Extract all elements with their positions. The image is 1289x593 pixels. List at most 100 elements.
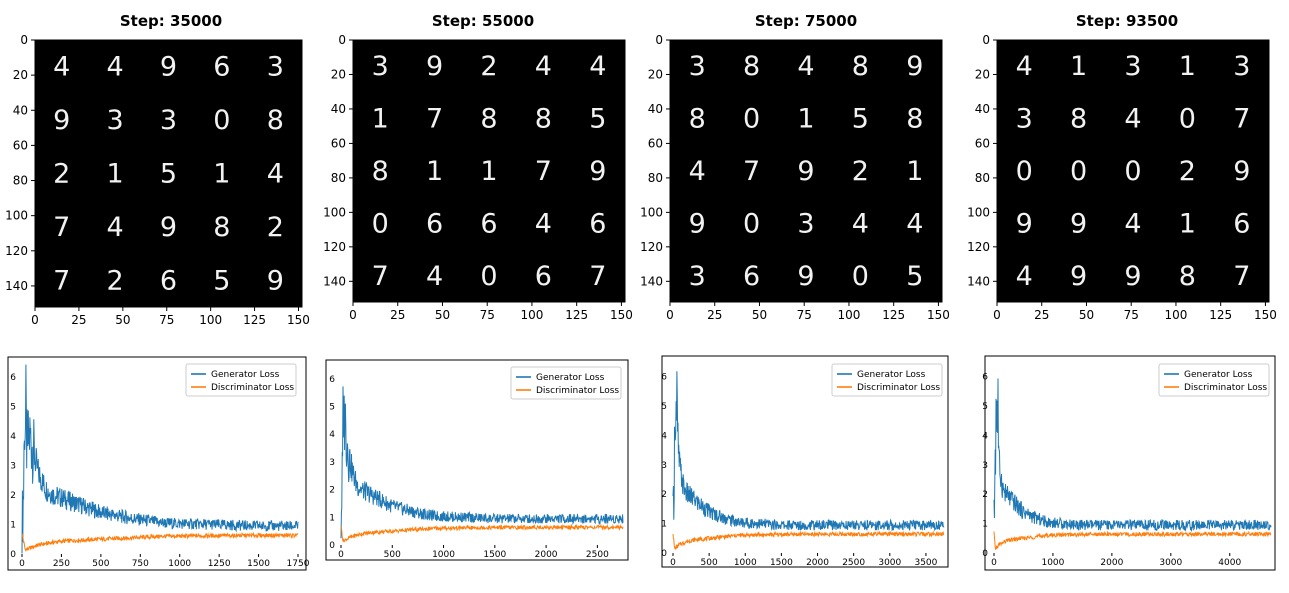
- y-tick-label: 120: [967, 240, 990, 254]
- x-tick-label: 500: [92, 559, 109, 569]
- y-tick-label: 80: [331, 171, 346, 185]
- legend-label: Generator Loss: [857, 370, 926, 380]
- x-tick-label: 75: [480, 308, 495, 322]
- generated-digit: 4: [1016, 261, 1033, 292]
- generated-digit: 5: [589, 104, 606, 135]
- generated-digit: 8: [480, 104, 497, 135]
- generated-digit: 4: [107, 212, 124, 243]
- y-tick-label: 0: [20, 33, 28, 47]
- loss-chart: 0 500 1000 1500 2000 2500 0 1 2 3 4 5 6 Generator Los…: [325, 359, 629, 561]
- generated-digit: 6: [1233, 208, 1250, 239]
- generated-digit: 7: [426, 104, 443, 135]
- legend-label: Discriminator Loss: [857, 383, 940, 393]
- generated-digit: 5: [160, 159, 177, 190]
- series-line: [21, 531, 299, 552]
- y-tick-label: 140: [323, 274, 346, 288]
- generated-digit: 4: [535, 208, 552, 239]
- y-tick-label: 3: [329, 458, 335, 468]
- y-tick-label: 60: [975, 136, 990, 150]
- x-tick-label: 125: [1209, 308, 1232, 322]
- generated-digit: 7: [1233, 104, 1250, 135]
- x-tick-label: 125: [882, 308, 905, 322]
- y-tick-label: 1: [329, 513, 335, 523]
- x-tick-label: 0: [31, 313, 39, 327]
- y-tick-label: 100: [967, 205, 990, 219]
- generated-digit: 9: [53, 105, 70, 136]
- sample-image: [997, 40, 1269, 302]
- generated-digit: 4: [426, 261, 443, 292]
- legend-label: Generator Loss: [211, 370, 280, 380]
- generated-digit: 8: [852, 51, 869, 82]
- generated-digit: 6: [743, 261, 760, 292]
- generated-digit: 0: [1016, 156, 1033, 187]
- x-tick-label: 1000: [1041, 558, 1064, 568]
- y-tick-label: 40: [648, 102, 663, 116]
- generated-digit: 8: [372, 156, 389, 187]
- x-tick-label: 500: [384, 550, 401, 560]
- generated-digit: 4: [107, 52, 124, 83]
- x-tick-label: 3500: [914, 558, 937, 568]
- x-tick-label: 25: [390, 308, 405, 322]
- y-tick-label: 0: [655, 33, 663, 47]
- series-line: [672, 530, 945, 550]
- y-tick-label: 20: [975, 67, 990, 81]
- generated-digit: 8: [906, 104, 923, 135]
- loss-chart: 0 250 500 750 1000 1250 1500 1750 0 1 2 3 4 5 6 Generat…: [7, 356, 310, 571]
- generated-digit: 9: [1016, 208, 1033, 239]
- generated-digit: 9: [426, 51, 443, 82]
- generated-digit: 1: [1179, 208, 1196, 239]
- y-tick-label: 4: [10, 432, 16, 442]
- y-tick-label: 1: [661, 520, 667, 530]
- x-tick-label: 25: [707, 308, 722, 322]
- axes-frame: [669, 39, 943, 303]
- generated-digit: 4: [1124, 208, 1141, 239]
- legend-box: [1158, 363, 1270, 397]
- generated-digit: 7: [535, 156, 552, 187]
- y-tick-label: 80: [648, 171, 663, 185]
- x-tick-label: 150: [610, 308, 633, 322]
- x-tick-label: 100: [520, 308, 543, 322]
- y-tick-label: 120: [323, 240, 346, 254]
- generated-digit: 1: [480, 156, 497, 187]
- y-tick-label: 60: [648, 136, 663, 150]
- y-tick-label: 6: [661, 373, 667, 383]
- x-tick-label: 750: [132, 559, 149, 569]
- y-tick-label: 20: [331, 67, 346, 81]
- x-tick-label: 1500: [770, 558, 793, 568]
- y-tick-label: 5: [982, 402, 988, 412]
- generated-digit: 7: [372, 261, 389, 292]
- generated-digit: 9: [160, 52, 177, 83]
- generated-digit: 9: [1070, 208, 1087, 239]
- x-tick-label: 0: [991, 558, 997, 568]
- generated-digit: 7: [53, 212, 70, 243]
- generated-digit: 0: [213, 105, 230, 136]
- generated-digit: 6: [160, 265, 177, 296]
- x-tick-label: 0: [19, 559, 25, 569]
- generated-digit: 7: [743, 156, 760, 187]
- generated-digit: 4: [535, 51, 552, 82]
- y-tick-label: 3: [661, 461, 667, 471]
- x-tick-label: 2000: [1100, 558, 1123, 568]
- y-tick-label: 120: [5, 244, 28, 258]
- x-tick-label: 100: [199, 313, 222, 327]
- loss-chart: 0 1000 2000 3000 4000 0 1 2 3 4 5 6 Generator Loss Di…: [982, 355, 1276, 571]
- x-tick-label: 75: [1124, 308, 1139, 322]
- sample-grid-panel: Step: 35000 4 4 9 6 3 9 3 3 0 8 2 1 5 1 4 7 4 9 8 2 7 2 6 5 9 0 25 5…: [5, 12, 310, 327]
- generated-digit: 3: [267, 52, 284, 83]
- y-tick-label: 0: [982, 33, 990, 47]
- y-tick-label: 5: [661, 402, 667, 412]
- generated-digit: 2: [852, 156, 869, 187]
- x-tick-label: 1000: [432, 550, 455, 560]
- x-tick-label: 2000: [806, 558, 829, 568]
- legend-label: Generator Loss: [1184, 370, 1253, 380]
- generated-digit: 4: [797, 51, 814, 82]
- generated-digit: 4: [906, 208, 923, 239]
- y-tick-label: 2: [10, 491, 16, 501]
- y-tick-label: 60: [13, 138, 28, 152]
- generated-digit: 8: [1070, 104, 1087, 135]
- generated-digit: 2: [53, 159, 70, 190]
- generated-digit: 1: [213, 159, 230, 190]
- generated-digit: 2: [480, 51, 497, 82]
